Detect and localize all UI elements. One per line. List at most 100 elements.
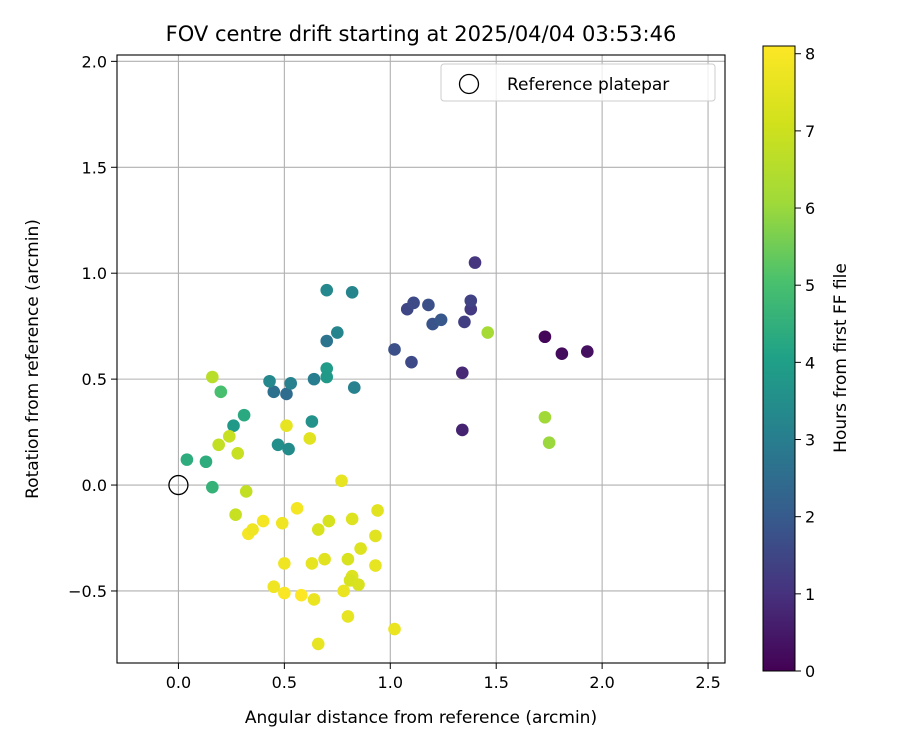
legend-label-reference-platepar: Reference platepar [507, 75, 669, 95]
data-point [345, 285, 359, 299]
colorbar: 0 1 2 3 4 5 6 7 8 Hours from first FF file [762, 45, 851, 681]
y-tick-label: 0.5 [82, 370, 107, 389]
data-point [227, 419, 240, 433]
data-point [303, 432, 317, 445]
data-point [320, 370, 334, 384]
data-point [354, 542, 367, 555]
colorbar-tick-label: 8 [805, 45, 815, 64]
data-point [180, 453, 194, 466]
data-point [307, 593, 321, 606]
data-point [335, 474, 348, 488]
data-point [305, 415, 319, 428]
data-point [320, 334, 334, 348]
y-tick-label: 0.0 [82, 476, 107, 495]
data-point [468, 256, 482, 269]
data-point [256, 514, 270, 528]
colorbar-ticks: 0 1 2 3 4 5 6 7 8 [795, 45, 815, 681]
data-point [481, 326, 495, 339]
data-point [464, 294, 478, 308]
data-point [405, 355, 418, 369]
data-point [239, 485, 253, 498]
data-point [337, 584, 350, 598]
colorbar-tick-label: 7 [805, 122, 815, 141]
x-axis-label: Angular distance from reference (arcmin) [245, 708, 597, 728]
data-point [456, 366, 469, 380]
data-point [371, 504, 384, 517]
data-point [331, 326, 344, 339]
data-point [318, 552, 331, 566]
data-point [305, 557, 319, 570]
y-tick-label: 1.0 [82, 264, 107, 283]
data-point [388, 622, 401, 636]
data-point [267, 385, 281, 399]
data-point [322, 514, 336, 528]
x-tick-label: 1.5 [483, 673, 508, 692]
data-point [284, 377, 298, 390]
data-points [168, 256, 594, 651]
x-tick-label: 0.5 [272, 673, 297, 692]
data-point [199, 455, 213, 469]
x-axis: 0.0 0.5 1.0 1.5 2.0 2.5 [166, 663, 721, 692]
chart-title: FOV centre drift starting at 2025/04/04 … [166, 22, 677, 46]
data-point [280, 387, 293, 401]
data-point [347, 381, 361, 394]
x-tick-label: 0.0 [166, 673, 191, 692]
data-point [538, 410, 552, 424]
data-point [278, 586, 291, 600]
data-point [271, 438, 285, 452]
x-tick-label: 2.5 [695, 673, 720, 692]
data-point [206, 480, 219, 494]
y-tick-label: −0.5 [68, 582, 107, 601]
data-point [280, 419, 293, 433]
data-point [267, 580, 281, 594]
data-point [555, 347, 569, 361]
data-point [290, 502, 304, 515]
grid [117, 55, 725, 663]
colorbar-tick-label: 6 [805, 199, 815, 218]
colorbar-tick-label: 0 [805, 662, 815, 681]
colorbar-tick-label: 3 [805, 431, 815, 450]
data-point [231, 446, 245, 460]
legend-reference-marker [458, 73, 480, 95]
data-point [246, 523, 259, 536]
data-point [212, 438, 225, 452]
data-point [369, 529, 382, 543]
data-point [434, 313, 448, 327]
plot-area-frame [116, 54, 726, 664]
data-point [369, 559, 382, 572]
x-tick-label: 1.0 [378, 673, 403, 692]
colorbar-tick-label: 1 [805, 585, 815, 604]
colorbar-label: Hours from first FF file [831, 263, 851, 453]
data-point [352, 578, 365, 591]
data-point [206, 370, 219, 384]
colorbar-tick-label: 2 [805, 508, 815, 527]
data-point [237, 408, 251, 422]
colorbar-gradient [762, 45, 796, 672]
colorbar-tick-label: 4 [805, 353, 815, 372]
y-tick-label: 2.0 [82, 52, 107, 71]
data-point [282, 442, 295, 456]
data-point [307, 372, 321, 386]
data-point [263, 374, 276, 388]
data-point [222, 430, 236, 443]
data-point [311, 523, 325, 536]
data-point [388, 343, 401, 356]
data-point [229, 508, 242, 522]
reference-platepar-marker [168, 474, 189, 496]
y-axis: −0.5 0.0 0.5 1.0 1.5 2.0 [68, 52, 117, 601]
data-point [422, 298, 435, 312]
colorbar-tick-label: 5 [805, 276, 815, 295]
data-point [311, 637, 325, 651]
data-point [407, 296, 420, 310]
data-point [278, 557, 291, 570]
data-point [320, 283, 334, 297]
data-point [275, 516, 289, 530]
data-point [456, 423, 469, 437]
data-point [295, 588, 308, 602]
y-axis-label: Rotation from reference (arcmin) [23, 219, 43, 499]
data-point [542, 436, 556, 449]
y-tick-label: 1.5 [82, 158, 107, 177]
legend: Reference platepar [440, 63, 716, 102]
data-point [580, 345, 594, 358]
